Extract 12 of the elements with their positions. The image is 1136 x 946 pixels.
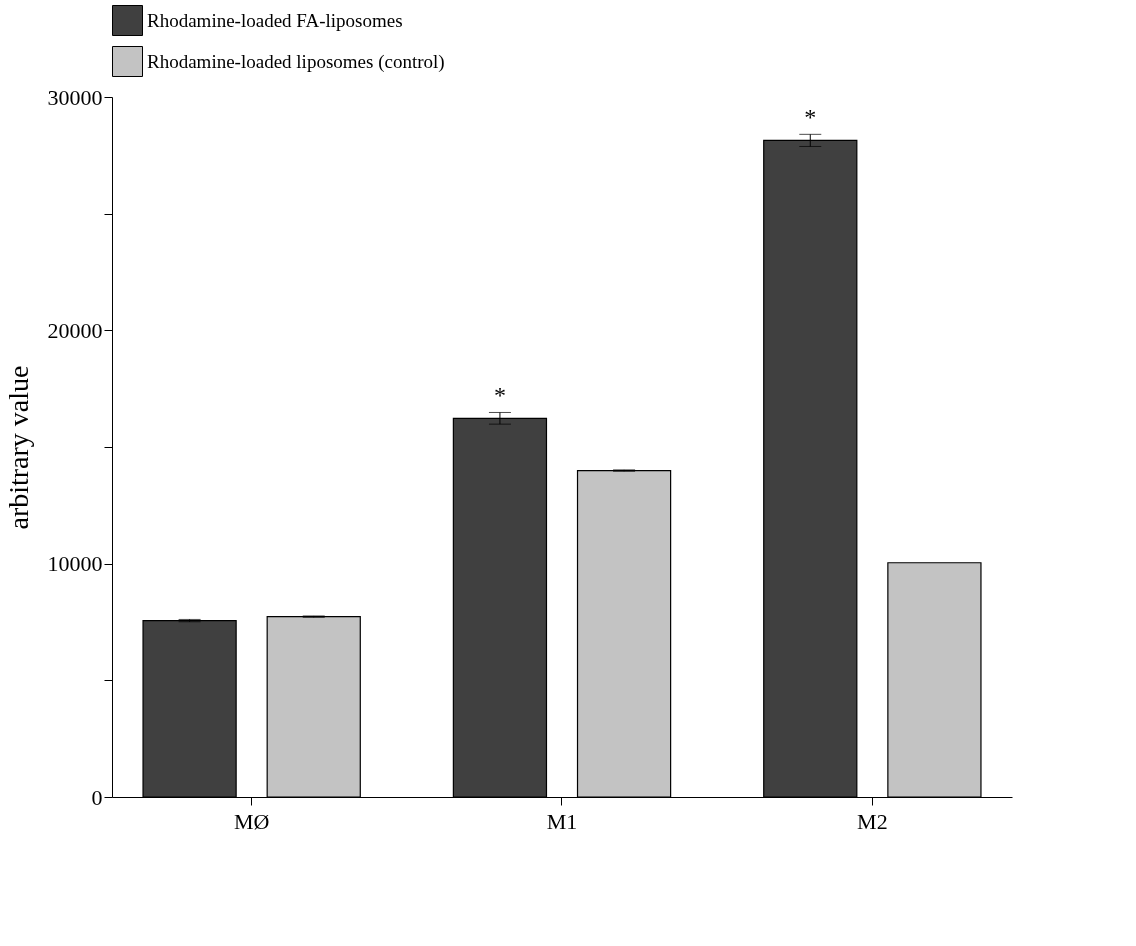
- y-axis-title: arbitrary value: [2, 365, 34, 530]
- y-tick-label: 0: [91, 784, 103, 810]
- y-tick-label: 20000: [47, 317, 103, 343]
- legend-label: Rhodamine-loaded liposomes (control): [147, 50, 445, 73]
- legend-label: Rhodamine-loaded FA-liposomes: [147, 9, 403, 31]
- y-tick-label: 10000: [47, 551, 103, 577]
- data-label: *: [804, 104, 817, 131]
- data-label: *: [493, 382, 506, 409]
- x-tick-label: M2: [857, 808, 888, 834]
- y-tick-label: 30000: [47, 84, 103, 110]
- x-tick-label: M1: [546, 808, 578, 834]
- x-tick-label: MØ: [233, 808, 270, 834]
